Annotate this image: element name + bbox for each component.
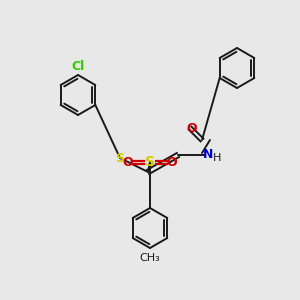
Text: O: O [167,155,177,169]
Text: CH₃: CH₃ [140,253,160,263]
Text: O: O [187,122,197,134]
Text: Cl: Cl [71,59,85,73]
Text: H: H [213,153,221,163]
Text: S: S [116,152,124,164]
Text: S: S [145,155,155,169]
Text: N: N [203,148,213,161]
Text: O: O [123,155,133,169]
